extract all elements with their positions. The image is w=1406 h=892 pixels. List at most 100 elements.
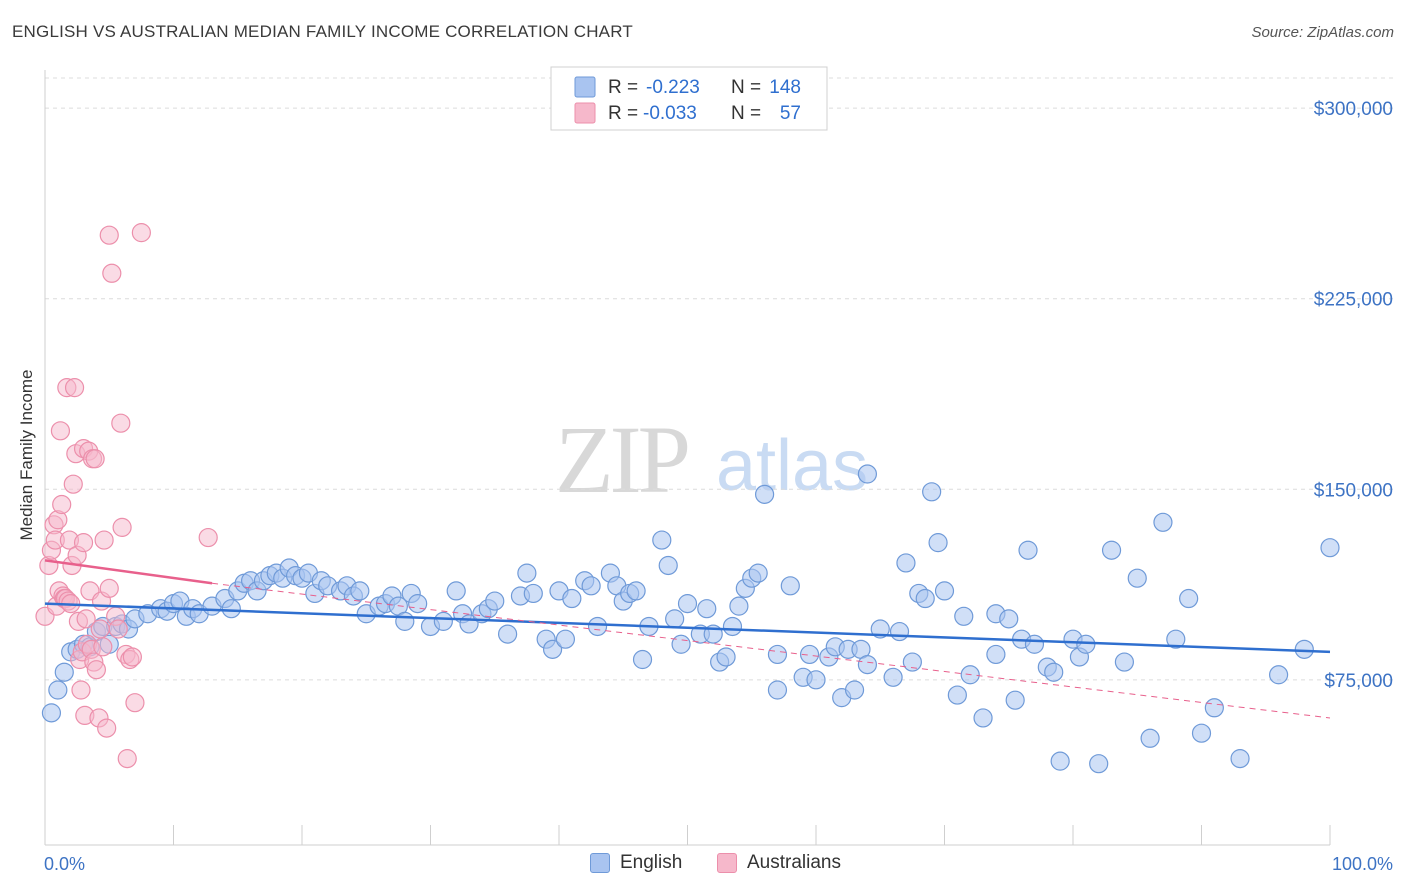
axes bbox=[44, 70, 1331, 846]
english-point bbox=[870, 619, 890, 639]
bottom-legend-label-english: English bbox=[620, 852, 683, 873]
australians-point bbox=[76, 609, 96, 629]
english-point bbox=[581, 576, 601, 596]
chart-title: ENGLISH VS AUSTRALIAN MEDIAN FAMILY INCO… bbox=[12, 22, 633, 41]
english-point bbox=[1101, 540, 1122, 560]
english-point bbox=[902, 652, 922, 672]
bottom-legend: English Australians bbox=[0, 852, 1406, 878]
english-point bbox=[433, 611, 453, 631]
australians-point bbox=[94, 530, 114, 550]
english-point bbox=[1044, 662, 1064, 682]
australians-point bbox=[86, 660, 107, 680]
watermark-atlas: atlas bbox=[716, 426, 868, 506]
legend-r-value-australians: -0.033 bbox=[643, 103, 697, 124]
english-point bbox=[954, 606, 974, 626]
australians-point bbox=[131, 223, 151, 243]
english-series bbox=[41, 464, 1340, 774]
australians-point bbox=[125, 693, 145, 713]
australians-point bbox=[71, 680, 91, 700]
legend-swatch-english bbox=[574, 76, 596, 98]
english-point bbox=[1089, 754, 1109, 774]
australians-point bbox=[73, 533, 94, 553]
english-point bbox=[48, 680, 68, 700]
english-point bbox=[1140, 728, 1160, 748]
y-tick-label: $300,000 bbox=[1314, 99, 1393, 120]
stats-legend: R = -0.223 N = 148 R = -0.033 N = 57 bbox=[550, 66, 828, 131]
english-point bbox=[729, 596, 749, 616]
bottom-legend-swatch-english bbox=[590, 853, 610, 873]
australians-point bbox=[50, 421, 71, 441]
legend-n-value-australians: 57 bbox=[780, 103, 801, 124]
english-point bbox=[697, 599, 717, 619]
english-point bbox=[1153, 512, 1173, 532]
watermark: ZIP atlas bbox=[555, 406, 868, 513]
legend-n-label-english: N = bbox=[731, 77, 761, 98]
english-point bbox=[446, 581, 466, 601]
english-point bbox=[857, 464, 878, 484]
legend-swatch-australians bbox=[574, 102, 596, 124]
english-point bbox=[780, 576, 800, 596]
australians-point bbox=[99, 225, 119, 245]
y-tick-labels: $75,000 $150,000 $225,000 $300,000 bbox=[1314, 99, 1393, 692]
english-point bbox=[1018, 540, 1038, 560]
legend-n-value-english: 148 bbox=[769, 77, 801, 98]
legend-r-value-english: -0.223 bbox=[646, 77, 700, 98]
english-point bbox=[1320, 538, 1340, 558]
x-tick-label-right: 100.0% bbox=[1332, 854, 1393, 874]
english-point bbox=[555, 629, 576, 649]
y-tick-label: $150,000 bbox=[1314, 480, 1393, 501]
english-point bbox=[1005, 690, 1025, 710]
australians-point bbox=[52, 494, 72, 515]
english-point bbox=[1179, 588, 1199, 609]
english-point bbox=[1166, 629, 1186, 649]
australians-point bbox=[85, 449, 105, 469]
english-point bbox=[41, 703, 62, 723]
stats-legend-box bbox=[550, 66, 828, 131]
y-tick-label: $225,000 bbox=[1314, 290, 1393, 311]
english-point bbox=[677, 594, 698, 614]
australians-point bbox=[90, 619, 110, 639]
source-label: Source: ZipAtlas.com bbox=[1251, 24, 1394, 41]
english-point bbox=[934, 581, 955, 601]
english-point bbox=[806, 670, 826, 690]
english-point bbox=[973, 708, 993, 728]
english-point bbox=[1024, 634, 1045, 654]
english-point bbox=[722, 616, 743, 637]
australians-point bbox=[117, 749, 137, 769]
english-point bbox=[1230, 749, 1250, 769]
english-point bbox=[883, 667, 903, 687]
australians-trend-extension bbox=[211, 582, 1331, 719]
english-point bbox=[523, 583, 543, 604]
legend-r-label-australians: R = bbox=[608, 103, 638, 124]
english-point bbox=[498, 624, 518, 644]
english-point bbox=[1294, 639, 1314, 659]
australians-point bbox=[111, 413, 131, 433]
english-point bbox=[915, 588, 935, 609]
english-trend-line bbox=[44, 602, 1331, 654]
english-point bbox=[350, 581, 370, 601]
english-point bbox=[947, 685, 967, 705]
australians-point bbox=[122, 647, 142, 667]
english-point bbox=[716, 647, 736, 667]
english-point bbox=[658, 555, 678, 576]
english-point bbox=[922, 482, 942, 502]
x-tick-label-left: 0.0% bbox=[44, 854, 85, 874]
english-point bbox=[1191, 723, 1212, 743]
english-point bbox=[665, 609, 685, 629]
english-point bbox=[754, 484, 775, 504]
english-point bbox=[928, 533, 948, 553]
english-point bbox=[748, 563, 768, 583]
english-point bbox=[395, 611, 415, 631]
english-point bbox=[652, 530, 672, 550]
bottom-legend-label-australians: Australians bbox=[747, 852, 841, 873]
bottom-legend-australians: Australians bbox=[717, 852, 841, 874]
watermark-zip: ZIP bbox=[555, 406, 688, 513]
english-point bbox=[1050, 751, 1070, 771]
bottom-legend-english: English bbox=[590, 852, 682, 874]
bottom-legend-swatch-australians bbox=[717, 853, 737, 873]
english-point bbox=[671, 634, 691, 654]
australians-point bbox=[102, 263, 122, 283]
english-point bbox=[587, 616, 608, 637]
australians-point bbox=[64, 378, 85, 398]
